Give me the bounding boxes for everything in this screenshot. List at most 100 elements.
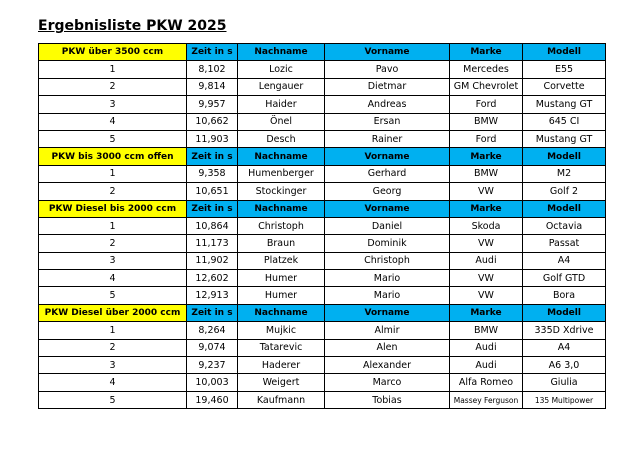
cell: Mujkic [237,321,325,340]
cell: Audi [449,356,523,375]
cell: M2 [522,164,606,184]
cell: Mustang GT [522,129,606,149]
header-cell: PKW bis 3000 ccm offen [38,147,187,166]
header-cell: Marke [449,199,523,218]
cell: Daniel [324,216,450,236]
header-cell: Vorname [324,303,450,323]
cell: 11,903 [186,129,238,149]
cell: 3 [38,251,187,271]
cell: Önel [237,112,325,131]
cell: Dominik [324,234,450,253]
cell: Golf 2 [522,182,606,201]
header-cell: Nachname [237,199,325,218]
cell: VW [449,269,523,288]
cell: Haderer [237,356,325,375]
cell: A4 [522,251,606,271]
cell: 10,864 [186,216,238,236]
cell: Ford [449,129,523,149]
cell: Alfa Romeo [449,373,523,392]
cell: Christoph [324,251,450,271]
cell: 9,074 [186,338,238,358]
header-cell: Marke [449,147,523,166]
cell: BMW [449,112,523,131]
cell: Tobias [324,390,450,410]
cell: 8,264 [186,321,238,340]
cell: A6 3,0 [522,356,606,375]
header-cell: Zeit in s [186,303,238,323]
cell: 135 Multipower [522,390,606,410]
header-cell: Zeit in s [186,147,238,166]
section-header-row: PKW Diesel über 2000 ccm Zeit in s Nachnam… [38,303,606,323]
cell: 3 [38,356,187,375]
result-row: 5 19,460 Kaufmann Tobias Massey Ferguson 135 … [38,390,606,410]
header-cell: Modell [522,303,606,323]
header-cell: Modell [522,147,606,166]
cell: Octavia [522,216,606,236]
cell: VW [449,286,523,305]
cell: 1 [38,216,187,236]
cell: 5 [38,390,187,410]
cell: Gerhard [324,164,450,184]
cell: 9,814 [186,77,238,97]
cell: 10,651 [186,182,238,201]
cell: BMW [449,164,523,184]
cell: Haider [237,95,325,114]
cell: Platzek [237,251,325,271]
cell: 645 CI [522,112,606,131]
header-cell: Nachname [237,303,325,323]
cell: 1 [38,321,187,340]
result-row: 2 9,074 Tatarevic Alen Audi A4 [38,338,606,358]
cell: Mario [324,269,450,288]
cell: BMW [449,321,523,340]
cell: Golf GTD [522,269,606,288]
result-row: 5 12,913 Humer Mario VW Bora [38,286,606,305]
header-cell: Marke [449,303,523,323]
cell: 8,102 [186,60,238,79]
cell: Ford [449,95,523,114]
result-row: 2 9,814 Lengauer Dietmar GM Chevrolet Corvett… [38,77,606,97]
cell: 10,003 [186,373,238,392]
cell: 12,602 [186,269,238,288]
result-row: 4 12,602 Humer Mario VW Golf GTD [38,269,606,288]
cell: VW [449,234,523,253]
cell: Pavo [324,60,450,79]
cell: Humer [237,286,325,305]
cell: 9,957 [186,95,238,114]
cell: Kaufmann [237,390,325,410]
cell: Giulia [522,373,606,392]
header-cell: Nachname [237,42,325,62]
cell: Corvette [522,77,606,97]
cell: A4 [522,338,606,358]
cell: Tatarevic [237,338,325,358]
header-cell: Vorname [324,42,450,62]
cell: Alen [324,338,450,358]
header-cell: Vorname [324,199,450,218]
cell: Stockinger [237,182,325,201]
cell: Passat [522,234,606,253]
header-cell: PKW über 3500 ccm [38,42,187,62]
cell: GM Chevrolet [449,77,523,97]
cell: Desch [237,129,325,149]
cell: Mustang GT [522,95,606,114]
cell: Alexander [324,356,450,375]
header-cell: Modell [522,42,606,62]
cell: Humer [237,269,325,288]
result-row: 3 11,902 Platzek Christoph Audi A4 [38,251,606,271]
cell: Marco [324,373,450,392]
cell: Audi [449,251,523,271]
result-row: 2 10,651 Stockinger Georg VW Golf 2 [38,182,606,201]
result-row: 1 8,264 Mujkic Almir BMW 335D Xdrive [38,321,606,340]
cell: Ersan [324,112,450,131]
cell: 1 [38,164,187,184]
cell: Braun [237,234,325,253]
cell: 2 [38,182,187,201]
result-row: 4 10,662 Önel Ersan BMW 645 CI [38,112,606,131]
cell: Dietmar [324,77,450,97]
cell: Lozic [237,60,325,79]
result-row: 1 8,102 Lozic Pavo Mercedes E55 [38,60,606,79]
cell: Georg [324,182,450,201]
cell: Audi [449,338,523,358]
cell: Mercedes [449,60,523,79]
header-cell: PKW Diesel bis 2000 ccm [38,199,187,218]
